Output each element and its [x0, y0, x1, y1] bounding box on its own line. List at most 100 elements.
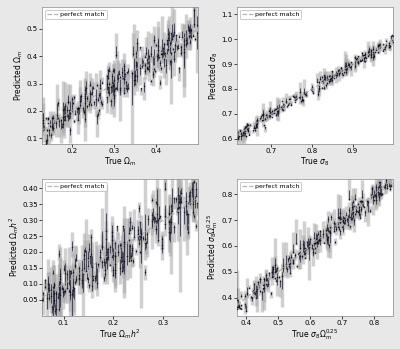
Point — [304, 243, 311, 248]
Point — [85, 255, 91, 261]
Point — [348, 209, 354, 214]
Point — [344, 65, 350, 70]
Point — [109, 253, 116, 258]
Point — [259, 112, 265, 117]
Point — [183, 37, 189, 43]
Point — [104, 73, 110, 79]
Point — [146, 63, 152, 69]
Point — [187, 26, 193, 32]
Point — [135, 231, 141, 237]
Point — [192, 198, 198, 203]
Point — [142, 237, 149, 242]
Point — [65, 99, 71, 105]
Point — [242, 301, 248, 307]
Point — [117, 85, 124, 91]
Point — [94, 280, 100, 286]
Point — [329, 77, 335, 83]
Point — [324, 76, 330, 82]
Point — [271, 107, 277, 113]
Point — [352, 205, 359, 210]
Point — [50, 126, 56, 131]
Point — [53, 306, 59, 312]
Point — [43, 115, 49, 121]
Point — [70, 287, 76, 293]
Point — [319, 79, 326, 84]
Point — [148, 197, 155, 203]
Point — [309, 250, 316, 255]
Point — [155, 47, 161, 53]
Point — [284, 266, 290, 272]
Point — [154, 201, 160, 207]
Point — [350, 199, 356, 205]
Point — [143, 50, 149, 56]
Point — [301, 91, 308, 96]
Point — [339, 227, 346, 232]
Point — [382, 183, 388, 188]
Point — [345, 222, 351, 227]
Point — [362, 51, 368, 57]
Point — [169, 37, 175, 42]
Point — [45, 120, 52, 126]
Point — [140, 61, 146, 67]
Point — [152, 226, 159, 231]
Point — [251, 288, 257, 294]
Point — [166, 210, 172, 215]
Point — [375, 190, 381, 195]
Point — [309, 84, 316, 90]
Point — [355, 60, 361, 66]
Point — [111, 267, 118, 273]
Point — [110, 93, 117, 98]
Point — [138, 230, 144, 236]
Point — [376, 184, 382, 190]
Point — [152, 216, 158, 221]
Point — [308, 85, 315, 91]
Point — [75, 106, 82, 111]
Point — [323, 237, 330, 243]
Point — [85, 276, 91, 282]
Point — [183, 203, 189, 209]
Point — [370, 54, 376, 60]
Point — [356, 209, 362, 214]
Point — [243, 134, 250, 139]
Point — [155, 43, 161, 49]
Point — [297, 253, 304, 259]
Point — [57, 271, 64, 276]
X-axis label: True $\Omega_m h^2$: True $\Omega_m h^2$ — [100, 327, 141, 341]
Point — [360, 55, 367, 60]
Point — [274, 106, 281, 112]
Point — [362, 54, 369, 60]
Point — [73, 276, 80, 281]
Point — [244, 126, 250, 132]
Point — [253, 122, 259, 128]
Point — [56, 252, 62, 257]
Point — [87, 83, 94, 88]
Point — [99, 80, 105, 86]
Point — [70, 285, 77, 291]
Point — [46, 288, 52, 293]
Point — [103, 229, 110, 234]
Point — [76, 275, 82, 281]
Point — [312, 240, 318, 246]
Point — [153, 199, 160, 205]
Point — [262, 124, 269, 130]
Point — [73, 277, 79, 282]
Point — [60, 114, 66, 119]
Point — [99, 244, 105, 250]
Point — [62, 270, 68, 276]
Point — [310, 247, 316, 252]
Point — [360, 52, 366, 58]
Point — [322, 77, 329, 83]
Point — [320, 78, 327, 83]
Point — [60, 107, 66, 113]
Point — [50, 282, 57, 288]
Point — [120, 264, 126, 270]
Point — [48, 293, 54, 298]
Point — [106, 68, 112, 74]
Point — [96, 92, 102, 98]
Point — [112, 261, 118, 267]
Point — [314, 79, 320, 85]
Point — [256, 284, 263, 289]
Point — [56, 283, 62, 289]
Point — [186, 27, 192, 33]
Point — [235, 134, 241, 140]
